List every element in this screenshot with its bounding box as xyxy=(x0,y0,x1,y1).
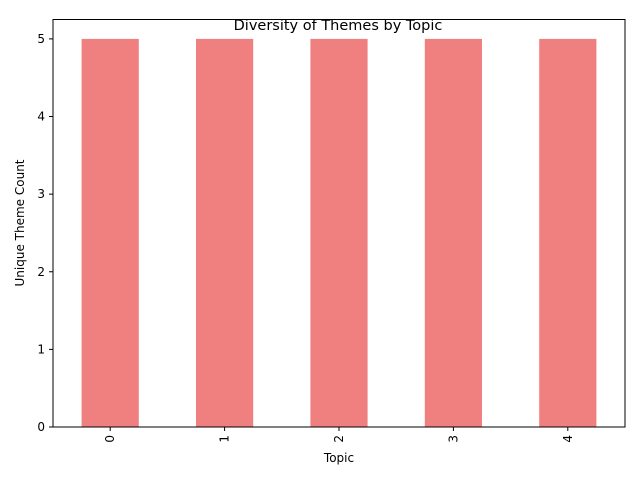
chart-title: Diversity of Themes by Topic xyxy=(234,18,443,34)
y-tick-label: 1 xyxy=(37,342,45,356)
bar-3 xyxy=(424,38,482,428)
y-tick-label: 4 xyxy=(37,110,45,124)
bar-0 xyxy=(81,38,139,428)
x-tick-label: 4 xyxy=(561,435,575,443)
x-axis-label: Topic xyxy=(323,451,354,465)
plot-frame xyxy=(52,19,626,428)
y-tick-label: 0 xyxy=(37,420,45,434)
y-axis-ticks: 0 1 2 3 4 5 xyxy=(37,32,53,434)
y-tick-label: 2 xyxy=(37,265,45,279)
y-axis-label: Unique Theme Count xyxy=(13,159,27,286)
x-tick-label: 2 xyxy=(332,435,346,443)
x-tick-label: 1 xyxy=(218,435,232,443)
bars-group xyxy=(81,38,597,428)
bar-4 xyxy=(539,38,597,428)
y-tick-label: 3 xyxy=(37,187,45,201)
bar-2 xyxy=(310,38,368,428)
x-axis-ticks: 0 1 2 3 4 xyxy=(103,427,575,443)
x-tick-label: 0 xyxy=(103,435,117,443)
y-tick-label: 5 xyxy=(37,32,45,46)
x-tick-label: 3 xyxy=(446,435,460,443)
bar-1 xyxy=(196,38,254,428)
